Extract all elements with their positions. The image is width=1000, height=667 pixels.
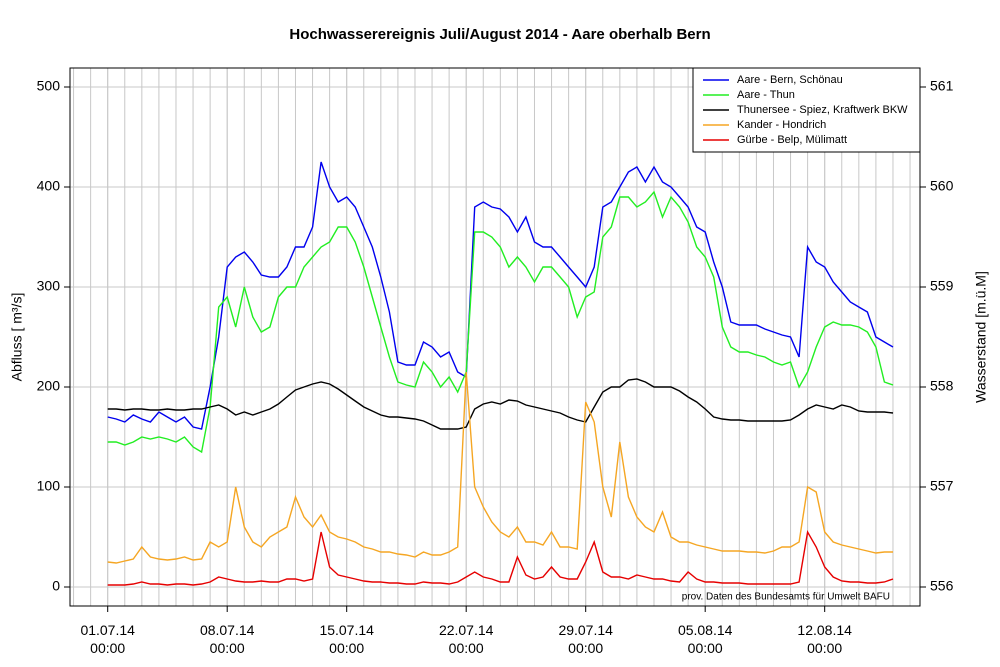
plot-frame bbox=[69, 67, 921, 607]
legend-label: Kander - Hondrich bbox=[737, 119, 826, 131]
series-line bbox=[107, 190, 894, 454]
y2-tick-label: 559 bbox=[930, 278, 954, 294]
legend-label: Aare - Thun bbox=[737, 89, 795, 101]
series-line bbox=[107, 378, 894, 430]
grid bbox=[70, 68, 920, 606]
series-line bbox=[107, 371, 893, 564]
x-tick-label: 12.08.14 00:00 bbox=[797, 622, 852, 656]
y2-tick-label: 560 bbox=[930, 178, 954, 194]
series-line bbox=[107, 161, 894, 430]
legend-label: Gürbe - Belp, Mülimatt bbox=[737, 134, 847, 146]
y-axis-title: Abfluss [ m³/s] bbox=[9, 293, 25, 382]
y2-tick-label: 556 bbox=[930, 578, 954, 594]
legend-label: Aare - Bern, Schönau bbox=[737, 74, 843, 86]
y-tick-label: 400 bbox=[37, 178, 61, 194]
legend-label: Thunersee - Spiez, Kraftwerk BKW bbox=[737, 104, 908, 116]
series-line bbox=[107, 529, 894, 586]
legend-box bbox=[692, 67, 921, 153]
y-tick-label: 200 bbox=[37, 378, 61, 394]
x-tick-label: 15.07.14 00:00 bbox=[319, 622, 374, 656]
y2-axis-title: Wasserstand [m.ü.M] bbox=[973, 271, 989, 403]
x-tick-label: 05.08.14 00:00 bbox=[677, 622, 733, 656]
x-tick-label: 29.07.14 00:00 bbox=[558, 622, 613, 656]
y2-tick-label: 557 bbox=[930, 478, 954, 494]
y2-tick-label: 561 bbox=[930, 78, 954, 94]
chart-title: Hochwasserereignis Juli/August 2014 - Aa… bbox=[289, 26, 710, 43]
y-tick-label: 0 bbox=[52, 578, 60, 594]
annotation: prov. Daten des Bundesamts für Umwelt BA… bbox=[682, 592, 890, 603]
x-tick-label: 22.07.14 00:00 bbox=[438, 622, 494, 656]
y-tick-label: 500 bbox=[37, 78, 61, 94]
y-tick-label: 300 bbox=[37, 278, 61, 294]
y2-tick-label: 558 bbox=[930, 378, 954, 394]
x-tick-label: 08.07.14 00:00 bbox=[199, 622, 255, 656]
y-tick-label: 100 bbox=[37, 478, 61, 494]
x-tick-label: 01.07.14 00:00 bbox=[80, 622, 135, 656]
